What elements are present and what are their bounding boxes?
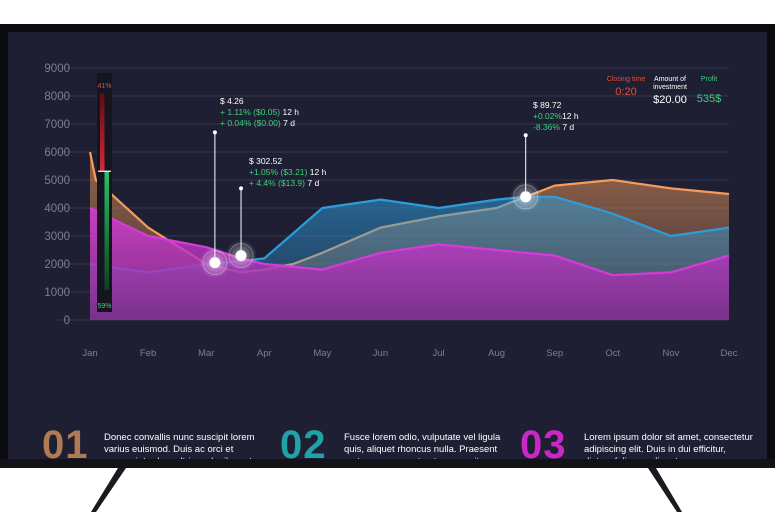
x-tick-label: Dec <box>721 348 738 359</box>
stat-profit: Profit 535$ <box>694 76 724 105</box>
stat-amount-of-investment: Amount of investment $20.00 <box>646 76 694 106</box>
x-tick-label: Jan <box>82 348 97 359</box>
tooltip-change: +0.02% <box>533 111 563 121</box>
footer-number: 03 <box>520 423 567 459</box>
tooltip-price: $ 4.26 <box>220 96 244 106</box>
tooltip-change: +1.05% ($3.21) <box>249 167 308 177</box>
gauge-top-label: 41% <box>97 83 111 90</box>
gauge-bar-green <box>104 171 109 290</box>
x-tick-label: May <box>313 348 331 359</box>
y-tick-label: 7000 <box>44 119 70 131</box>
marker-anchor-dot <box>239 186 244 191</box>
x-tick-label: Nov <box>662 348 679 359</box>
y-tick-label: 8000 <box>44 91 70 103</box>
x-tick-label: Sep <box>546 348 563 359</box>
x-tick-label: Oct <box>605 348 620 359</box>
tooltip-change: + 1.11% ($0.05) <box>220 107 281 117</box>
x-axis: Jan Feb Mar Apr May Jun Jul Aug Sep Oct Nov Dec <box>82 348 737 359</box>
tooltip-period: 12 h <box>309 167 327 177</box>
y-axis: 9000 8000 7000 6000 5000 4000 3000 2000 1000 0 <box>44 63 70 327</box>
series-line-magenta <box>89 207 730 277</box>
footer-text: Fusce lorem odio, vulputate vel ligula q… <box>344 432 501 459</box>
marker-anchor-dot <box>523 133 528 138</box>
marker-point <box>209 257 221 269</box>
marker-anchor-dot <box>212 130 217 135</box>
tooltip-change: + 4.4% ($13.9) <box>249 178 305 188</box>
stat-value: $20.00 <box>653 94 687 106</box>
gauge-bottom-label: 59% <box>97 303 111 310</box>
markers <box>198 130 542 279</box>
stat-label: Profit <box>700 76 718 83</box>
tooltip-period: 12 h <box>562 111 579 121</box>
area-chart: 9000 8000 7000 6000 5000 4000 3000 2000 1000 0 Ja… <box>44 63 737 359</box>
tooltip-period: 7 d <box>562 122 575 132</box>
tooltip-period: 12 h <box>282 107 300 117</box>
x-tick-label: Jul <box>432 348 444 359</box>
tv-leg-right <box>648 468 682 512</box>
tooltip-2: $ 302.52 +1.05% ($3.21) 12 h + 4.4% ($13… <box>249 156 326 189</box>
tooltip-period: 7 d <box>307 178 320 188</box>
stat-label: Closing time <box>606 76 646 83</box>
marker-point <box>235 250 247 262</box>
marker-point <box>520 191 532 203</box>
stat-value: 535$ <box>696 93 722 105</box>
x-tick-label: Feb <box>140 348 156 359</box>
tooltip-change: + 0.04% ($0.00) <box>220 118 281 128</box>
stat-value: 0:20 <box>615 86 637 98</box>
y-tick-label: 1000 <box>44 287 70 299</box>
x-tick-label: Jun <box>373 348 388 359</box>
tv-screen: 9000 8000 7000 6000 5000 4000 3000 2000 1000 0 Ja… <box>8 32 767 459</box>
y-tick-label: 3000 <box>44 231 70 243</box>
stat-label: Amount of investment <box>653 76 687 91</box>
gauge-bar-red <box>100 93 105 172</box>
y-tick-label: 6000 <box>44 147 70 159</box>
percent-gauge: 41% 59% <box>97 73 112 312</box>
x-tick-label: Aug <box>488 348 505 359</box>
x-tick-label: Mar <box>198 348 214 359</box>
y-tick-label: 2000 <box>44 259 70 271</box>
tooltip-price: $ 89.72 <box>533 100 562 110</box>
y-tick-label: 9000 <box>44 63 70 75</box>
tv-bezel <box>0 459 775 468</box>
x-tick-label: Apr <box>257 348 272 359</box>
footer-text: Donec convallis nunc suscipit lorem vari… <box>104 432 255 459</box>
stat-closing-time: Closing time 0:20 <box>606 76 646 98</box>
tooltip-period: 7 d <box>283 118 295 128</box>
y-tick-label: 5000 <box>44 175 70 187</box>
y-tick-label: 0 <box>64 315 70 327</box>
footer-text: Lorem ipsum dolor sit amet, consectetur … <box>584 432 753 459</box>
tooltip-price: $ 302.52 <box>249 156 283 166</box>
marker-ring <box>228 243 254 269</box>
footer-number: 02 <box>280 423 327 459</box>
tv-leg-left <box>91 468 126 512</box>
tooltip-3: $ 89.72 +0.02%12 h -8.36% 7 d <box>533 100 579 133</box>
tooltip-1: $ 4.26 + 1.11% ($0.05) 12 h + 0.04% ($0.… <box>220 96 299 129</box>
plot-areas <box>88 151 730 320</box>
series-area-magenta <box>90 208 729 320</box>
footer-number: 01 <box>42 423 89 459</box>
marker-ring <box>513 184 539 210</box>
y-tick-label: 4000 <box>44 203 70 215</box>
tooltip-change: -8.36% <box>533 122 560 132</box>
